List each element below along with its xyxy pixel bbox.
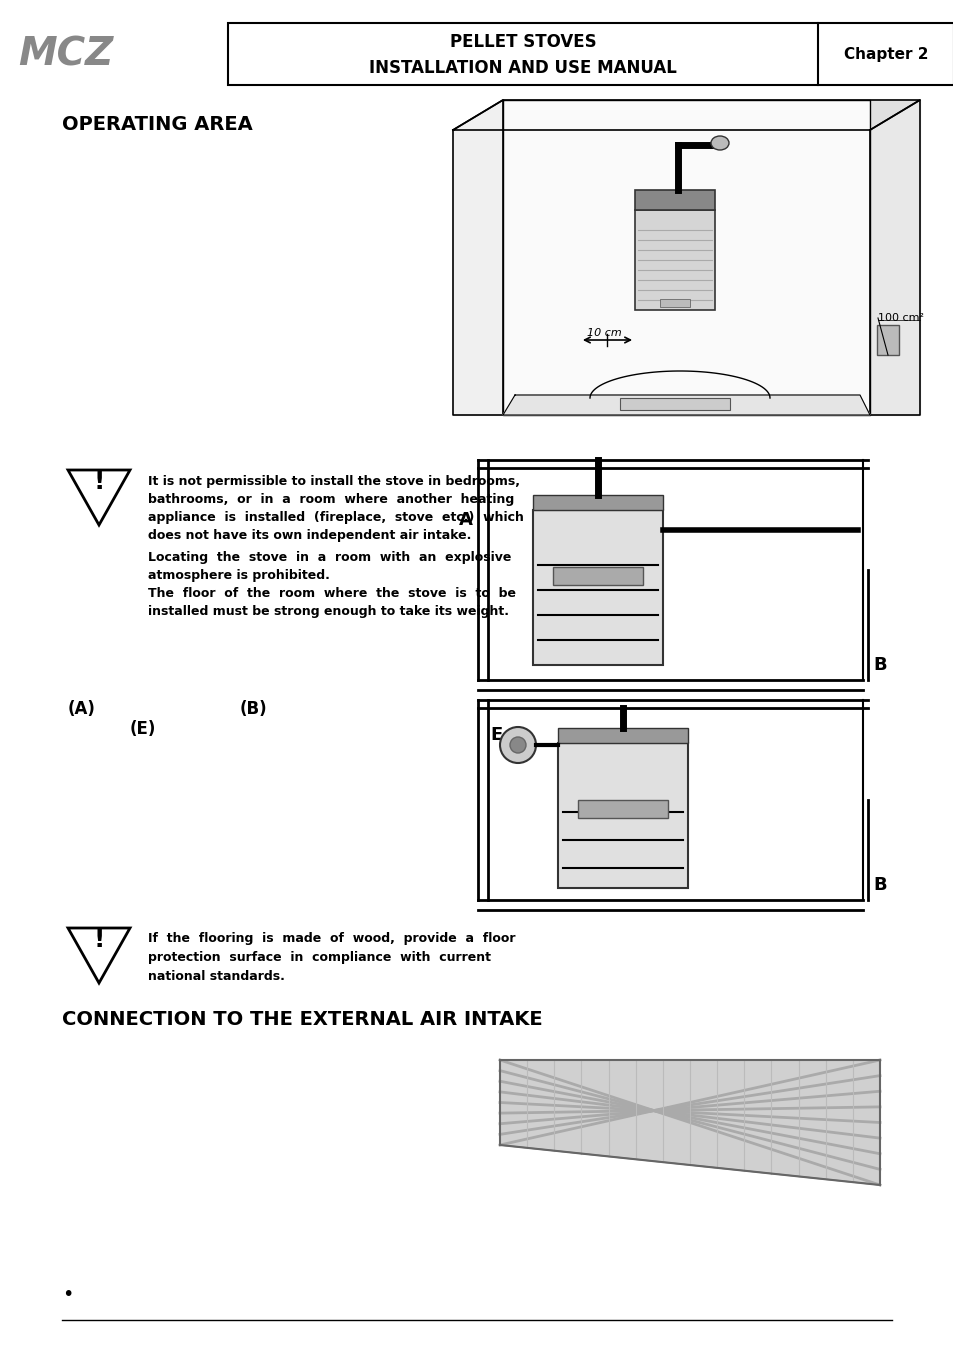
Text: The  floor  of  the  room  where  the  stove  is  to  be: The floor of the room where the stove is… <box>148 587 516 599</box>
Text: E: E <box>490 726 501 744</box>
Bar <box>553 567 642 585</box>
Bar <box>619 398 729 410</box>
Text: B: B <box>872 656 885 674</box>
Bar <box>533 510 662 666</box>
Bar <box>578 801 667 818</box>
Bar <box>558 743 687 888</box>
Text: appliance  is  installed  (fireplace,  stove  etc.)  which: appliance is installed (fireplace, stove… <box>148 512 523 524</box>
Polygon shape <box>869 100 919 414</box>
Text: !: ! <box>93 927 105 952</box>
Text: atmosphere is prohibited.: atmosphere is prohibited. <box>148 568 330 582</box>
Text: It is not permissible to install the stove in bedrooms,: It is not permissible to install the sto… <box>148 475 519 487</box>
Text: B: B <box>872 876 885 894</box>
Text: MCZ: MCZ <box>18 36 113 74</box>
Bar <box>558 728 687 743</box>
Text: Chapter 2: Chapter 2 <box>842 46 927 62</box>
Text: •: • <box>62 1285 73 1304</box>
Circle shape <box>510 737 525 753</box>
Text: does not have its own independent air intake.: does not have its own independent air in… <box>148 529 471 541</box>
Text: 100 cm²: 100 cm² <box>877 313 923 323</box>
Text: CONNECTION TO THE EXTERNAL AIR INTAKE: CONNECTION TO THE EXTERNAL AIR INTAKE <box>62 1010 542 1029</box>
Text: OPERATING AREA: OPERATING AREA <box>62 115 253 134</box>
Text: A: A <box>458 512 473 529</box>
Text: national standards.: national standards. <box>148 971 285 983</box>
Text: installed must be strong enough to take its weight.: installed must be strong enough to take … <box>148 605 509 618</box>
Text: !: ! <box>93 470 105 494</box>
Text: INSTALLATION AND USE MANUAL: INSTALLATION AND USE MANUAL <box>369 59 677 77</box>
Text: protection  surface  in  compliance  with  current: protection surface in compliance with cu… <box>148 950 491 964</box>
Text: 10 cm: 10 cm <box>586 328 621 338</box>
Bar <box>635 211 714 310</box>
Bar <box>228 23 953 85</box>
Text: Locating  the  stove  in  a  room  with  an  explosive: Locating the stove in a room with an exp… <box>148 551 511 564</box>
Polygon shape <box>502 100 869 414</box>
Text: bathrooms,  or  in  a  room  where  another  heating: bathrooms, or in a room where another he… <box>148 493 514 506</box>
Bar <box>533 495 662 510</box>
Bar <box>635 190 714 211</box>
Text: (A): (A) <box>68 701 95 718</box>
Polygon shape <box>499 1060 879 1185</box>
Polygon shape <box>453 100 919 130</box>
Text: If  the  flooring  is  made  of  wood,  provide  a  floor: If the flooring is made of wood, provide… <box>148 931 515 945</box>
Text: (E): (E) <box>130 720 156 738</box>
Text: PELLET STOVES: PELLET STOVES <box>449 32 596 51</box>
Bar <box>659 298 689 306</box>
Bar <box>876 325 898 355</box>
Polygon shape <box>502 396 869 414</box>
Ellipse shape <box>710 136 728 150</box>
Circle shape <box>499 728 536 763</box>
Text: (B): (B) <box>240 701 268 718</box>
Polygon shape <box>453 100 502 414</box>
